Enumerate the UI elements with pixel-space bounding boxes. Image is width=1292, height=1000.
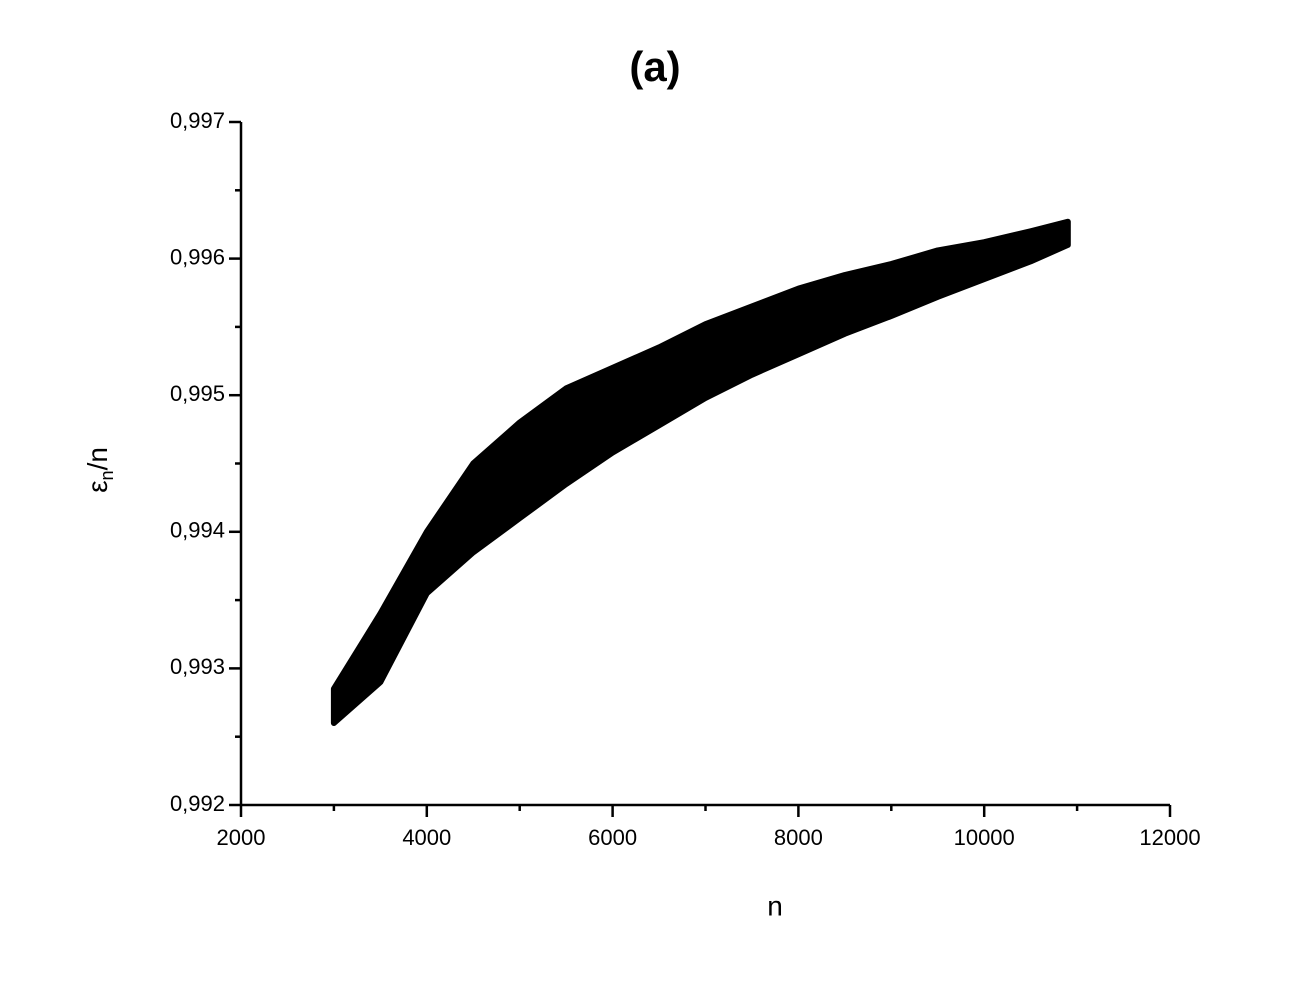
y-axis-label: εn/n: [82, 447, 116, 493]
chart-title: (a): [629, 43, 680, 90]
x-tick-label: 12000: [1139, 825, 1200, 850]
x-tick-label: 8000: [774, 825, 823, 850]
y-tick-label: 0,994: [170, 518, 225, 543]
x-tick-label: 10000: [954, 825, 1015, 850]
x-tick-label: 6000: [588, 825, 637, 850]
y-tick-label: 0,992: [170, 791, 225, 816]
x-tick-label: 4000: [402, 825, 451, 850]
y-tick-label: 0,996: [170, 244, 225, 269]
y-tick-label: 0,997: [170, 108, 225, 133]
y-label-sub: n: [97, 470, 117, 480]
x-axis-label: n: [767, 890, 783, 921]
y-label-symbol: ε: [82, 480, 113, 492]
y-label-rest: /n: [82, 447, 113, 470]
y-tick-label: 0,995: [170, 381, 225, 406]
x-tick-label: 2000: [217, 825, 266, 850]
data-band: [330, 218, 1071, 727]
y-tick-label: 0,993: [170, 654, 225, 679]
